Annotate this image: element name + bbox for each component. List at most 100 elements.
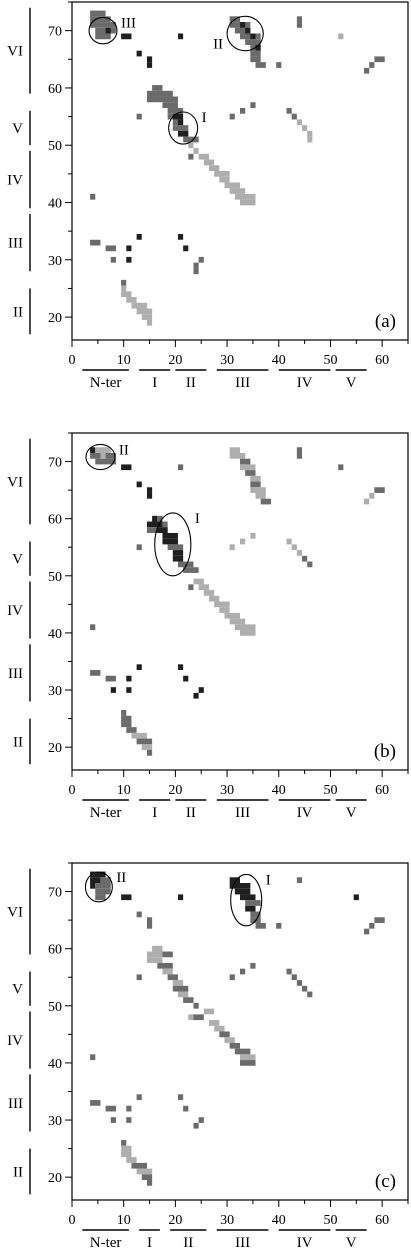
x-tick-label: 10: [117, 783, 131, 798]
contact-cell: [276, 62, 282, 68]
x-tick-label: 30: [220, 353, 234, 368]
contact-cell: [214, 171, 230, 177]
x-segment-label: V: [346, 1235, 357, 1251]
contact-cell: [177, 234, 184, 240]
contact-cell: [95, 33, 111, 40]
contact-cell: [255, 492, 266, 499]
x-tick-label: 60: [375, 353, 389, 368]
contact-cell: [90, 882, 96, 889]
contact-cell: [121, 1145, 132, 1152]
contact-cell: [136, 1094, 142, 1101]
y-tick-label: 60: [48, 513, 62, 528]
contact-cell: [255, 44, 261, 51]
contact-cell: [208, 165, 220, 171]
y-segment-label: II: [13, 1164, 23, 1180]
contact-cell: [126, 256, 132, 263]
y-tick-label: 30: [48, 684, 62, 699]
contact-cell: [369, 492, 375, 499]
contact-cell: [90, 877, 101, 883]
contact-cell: [105, 675, 116, 682]
contact-cell: [146, 487, 153, 493]
contact-cell: [131, 732, 147, 739]
contact-cell: [286, 107, 292, 114]
cluster-circle: [226, 15, 264, 52]
cluster-label: II: [213, 37, 223, 53]
contact-cell: [90, 670, 101, 676]
contact-cell: [172, 550, 184, 556]
contact-cell: [121, 1151, 132, 1158]
contact-cell: [193, 136, 199, 143]
contact-cell: [136, 738, 153, 745]
contact-cell: [208, 595, 220, 602]
contact-cell: [167, 113, 173, 120]
contact-cell: [136, 664, 142, 671]
contact-cell: [234, 193, 256, 200]
contact-cell: [146, 750, 153, 756]
x-segment-label: I: [147, 1235, 152, 1251]
contact-cell: [250, 33, 256, 40]
contact-cell: [193, 268, 199, 275]
contact-cell: [121, 715, 132, 722]
contact-cell: [90, 16, 111, 23]
contact-cell: [229, 544, 235, 551]
x-tick-label: 10: [117, 1213, 131, 1228]
contact-cell: [95, 458, 116, 465]
contact-cell: [126, 245, 132, 252]
y-segment-label: V: [12, 552, 23, 568]
contact-cell: [131, 1162, 147, 1169]
contact-cell: [240, 458, 251, 465]
contact-cell: [250, 911, 261, 918]
contact-cell: [250, 962, 256, 969]
contact-cell: [136, 911, 142, 918]
contact-cell: [286, 968, 292, 975]
contact-cell: [296, 877, 303, 883]
x-tick-label: 50: [323, 1213, 337, 1228]
contact-cell: [240, 1060, 256, 1066]
y-segment-label: III: [8, 666, 23, 682]
contact-cell: [250, 487, 266, 493]
contact-cell: [177, 130, 189, 137]
contact-cell: [136, 50, 142, 57]
contact-cell: [90, 624, 96, 631]
x-tick-label: 40: [272, 783, 286, 798]
contact-cell: [157, 527, 168, 533]
contact-cell: [296, 550, 303, 556]
y-segment-label: IV: [7, 173, 23, 189]
contact-cell: [193, 1014, 204, 1021]
y-tick-label: 30: [48, 254, 62, 269]
contact-cell: [172, 555, 184, 562]
contact-cell: [183, 245, 189, 252]
contact-cell: [126, 1105, 132, 1112]
contact-cell: [193, 148, 199, 154]
contact-cell: [219, 1031, 230, 1038]
contact-cell: [177, 119, 184, 126]
contact-cell: [105, 245, 116, 252]
y-tick-label: 70: [48, 25, 62, 40]
contact-cell: [296, 980, 303, 986]
contact-cell: [121, 33, 132, 40]
contact-cell: [234, 27, 251, 34]
contact-cell: [90, 871, 106, 878]
contact-cell: [177, 1094, 184, 1101]
cluster-label: II: [116, 870, 126, 886]
contact-cell: [234, 888, 251, 895]
contact-cell: [110, 687, 116, 693]
x-tick-label: 50: [323, 353, 337, 368]
contact-cell: [100, 452, 106, 459]
contact-cell: [95, 447, 111, 453]
y-tick-label: 50: [48, 1000, 62, 1015]
contact-cell: [162, 532, 178, 539]
panel-label: (a): [375, 311, 396, 332]
contact-cell: [229, 188, 246, 194]
contact-cell: [193, 578, 204, 585]
contact-cell: [146, 319, 153, 326]
x-segment-label: I: [152, 375, 157, 391]
x-tick-label: 60: [375, 783, 389, 798]
x-segment-label: V: [346, 375, 357, 391]
contact-cell: [146, 957, 163, 963]
plot-frame: [71, 862, 409, 1201]
contact-cell: [136, 113, 142, 120]
y-tick-label: 20: [48, 1171, 62, 1186]
contact-cell: [302, 125, 308, 131]
contact-cell: [307, 136, 313, 143]
